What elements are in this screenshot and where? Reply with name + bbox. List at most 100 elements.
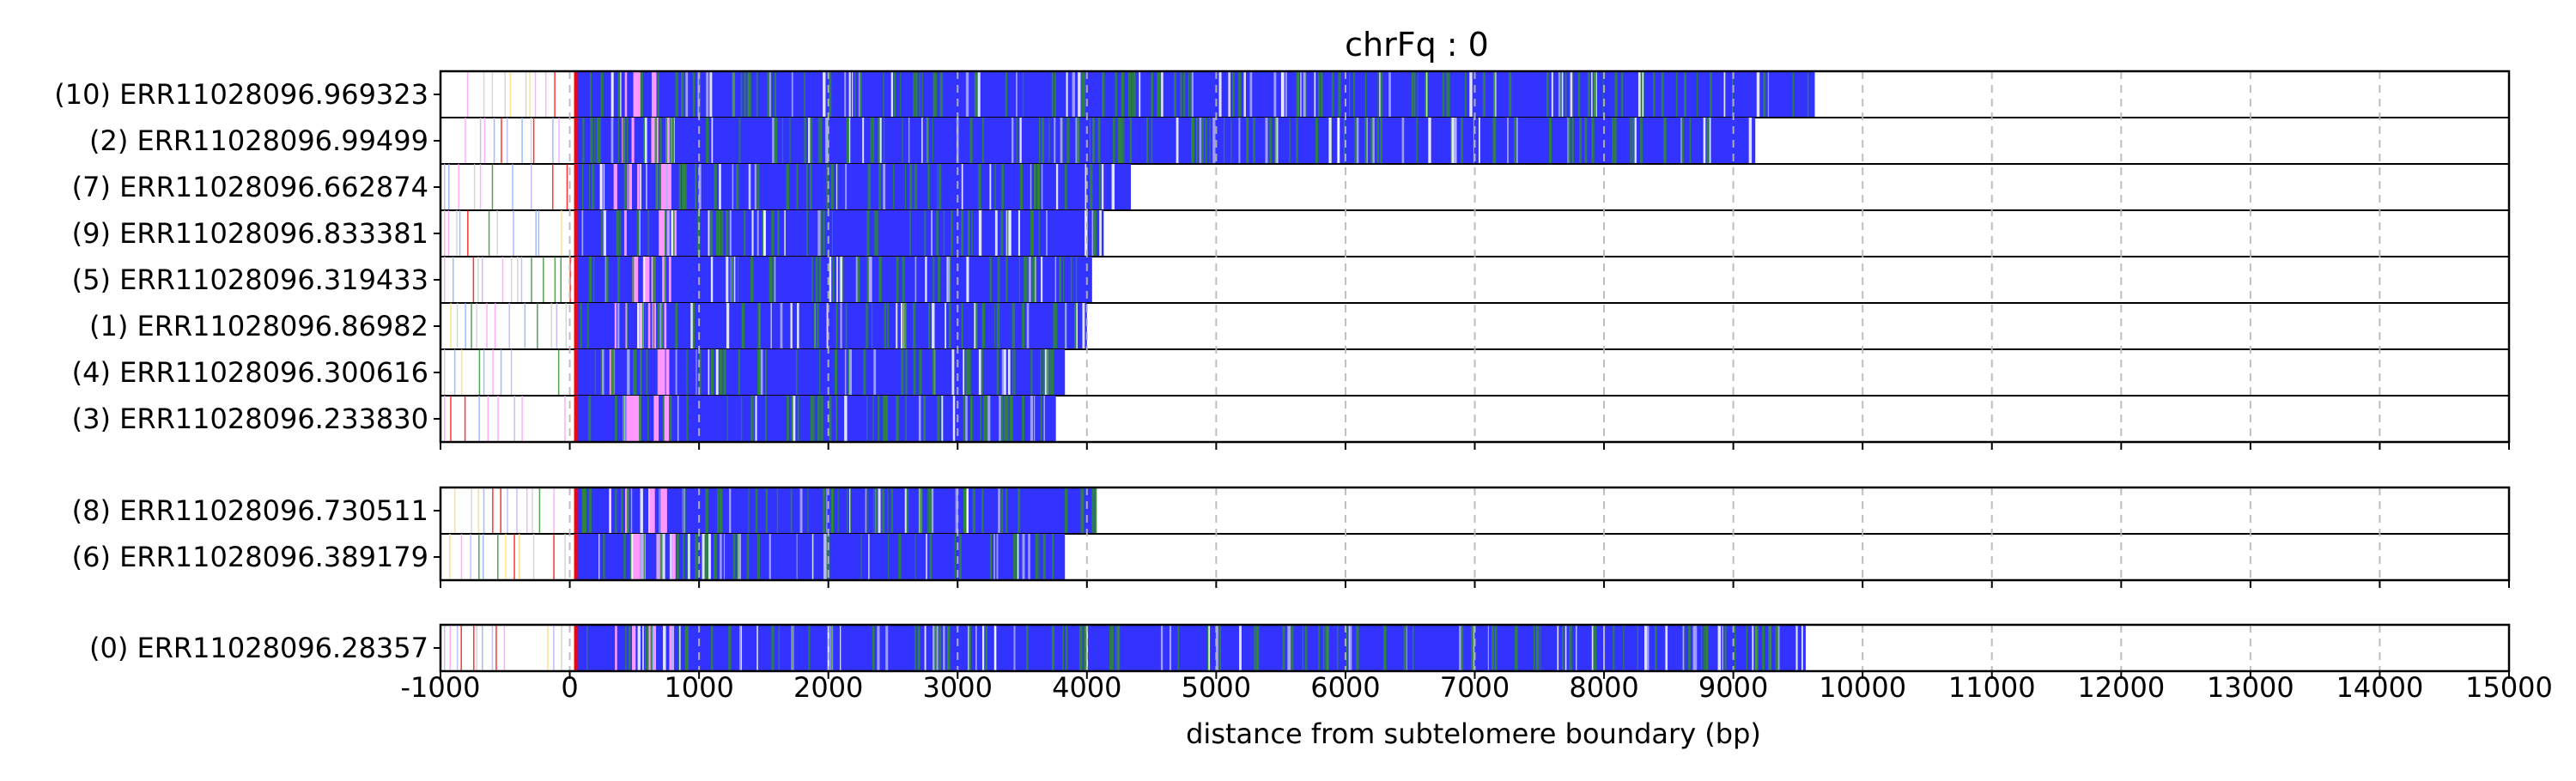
read-stripe [613,164,617,210]
read-stripe [472,257,475,303]
read-stripe [677,534,679,580]
read-stripe [769,71,771,118]
read-stripe [1795,625,1798,671]
read-stripe [600,349,602,396]
read-stripe [1487,625,1489,671]
read-stripe [444,164,446,210]
read-label: (9) ERR11028096.833381 [72,217,428,250]
read-stripe [513,534,515,580]
read-stripe [880,164,882,210]
read-stripe [521,118,523,164]
read-stripe [887,487,889,534]
read-stripe [1412,625,1414,671]
read-stripe [633,71,637,118]
read-stripe [1098,164,1102,210]
read-stripe [1564,625,1567,671]
read-stripe [1061,118,1064,164]
read-stripe [976,303,978,349]
read-stripe [985,625,988,671]
read-stripe [1403,625,1406,671]
read-stripe [643,534,646,580]
read-stripe [1073,303,1077,349]
read-stripe [453,487,456,534]
read-stripe [804,118,806,164]
read-stripe [552,118,554,164]
read-stripe [1173,71,1176,118]
read-stripe [1315,118,1319,164]
read-stripe [653,257,656,303]
read-stripe [1151,71,1154,118]
read-stripe [648,487,650,534]
read-stripe [758,534,760,580]
read-stripe [1748,118,1753,164]
read-stripe [1380,71,1383,118]
read-stripe [686,349,688,396]
read-stripe [594,118,596,164]
read-stripe [1767,71,1770,118]
read-stripe [509,71,512,118]
read-stripe [812,396,815,442]
read-stripe [669,396,672,442]
read-stripe [1461,118,1463,164]
read-stripe [852,71,854,118]
read-stripe [675,71,678,118]
read-stripe [1189,71,1191,118]
read-stripe [1642,71,1644,118]
read-stripe [1239,625,1242,671]
read-stripe [1049,349,1053,396]
read-stripe [1072,71,1076,118]
read-stripe [583,487,587,534]
read-stripe [483,487,485,534]
read-stripe [821,210,823,257]
read-stripe [832,257,835,303]
read-stripe [1026,303,1030,349]
read-stripe [596,118,599,164]
read-stripe [1117,118,1121,164]
read-stripe [928,303,931,349]
read-stripe [1176,118,1179,164]
read-stripe [679,625,681,671]
read-stripe [1338,71,1341,118]
read-stripe [1157,71,1160,118]
read-stripe [909,210,911,257]
read-stripe [1348,71,1351,118]
read-stripe [906,487,909,534]
read-stripe [830,164,834,210]
read-stripe [680,71,684,118]
read-stripe [1703,118,1706,164]
read-stripe [1406,625,1407,671]
read-stripe [849,487,851,534]
read-stripe [709,210,712,257]
read-stripe [1281,71,1285,118]
read-stripe [1807,71,1809,118]
read-stripe [617,118,620,164]
read-stripe [1507,118,1509,164]
read-stripe [896,396,899,442]
read-stripe [672,210,675,257]
read-stripe [1377,71,1379,118]
read-stripe [1042,349,1044,396]
read-stripe [994,164,996,210]
read-stripe [1491,625,1495,671]
read-stripe [744,71,746,118]
read-stripe [847,487,848,534]
read-stripe [726,257,729,303]
read-stripe [677,625,680,671]
read-stripe [684,487,686,534]
read-stripe [1640,118,1643,164]
read-stripe [652,625,653,671]
read-stripe [1336,625,1339,671]
read-label: (5) ERR11028096.319433 [72,263,428,296]
read-stripe [975,625,977,671]
read-stripe [1191,118,1194,164]
read-stripe [590,257,592,303]
read-stripe [1030,349,1033,396]
read-stripe [1681,118,1684,164]
read-stripe [564,534,566,580]
read-stripe [1320,71,1323,118]
read-stripe [1121,118,1123,164]
read-stripe [848,71,851,118]
read-stripe [702,534,705,580]
read-stripe [611,349,615,396]
read-stripe [878,487,881,534]
